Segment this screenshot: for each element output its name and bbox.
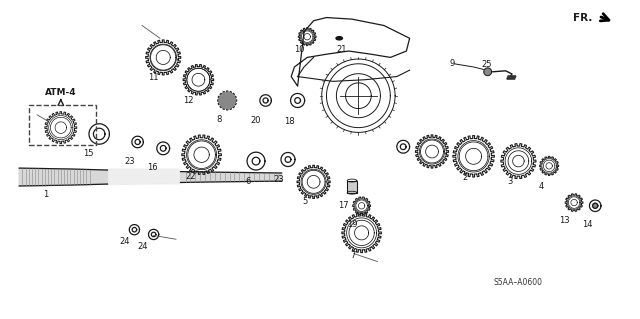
Polygon shape — [484, 68, 492, 76]
Text: 21: 21 — [337, 45, 347, 54]
Text: 13: 13 — [559, 216, 570, 225]
Polygon shape — [593, 203, 598, 208]
Text: 23: 23 — [124, 157, 134, 166]
Text: 24: 24 — [138, 242, 148, 251]
Text: 11: 11 — [148, 73, 159, 82]
Circle shape — [336, 37, 342, 40]
Text: 6: 6 — [246, 177, 251, 186]
Text: 19: 19 — [347, 220, 357, 229]
Text: 7: 7 — [351, 251, 356, 260]
Text: 16: 16 — [147, 163, 157, 172]
Text: 12: 12 — [184, 96, 194, 105]
Text: ATM-4: ATM-4 — [45, 88, 77, 97]
Text: 1: 1 — [44, 190, 49, 199]
Text: 10: 10 — [294, 45, 304, 54]
Text: 8: 8 — [216, 115, 221, 124]
Text: FR.: FR. — [573, 12, 592, 23]
Text: 25: 25 — [481, 60, 492, 69]
Text: 5: 5 — [302, 197, 307, 206]
Text: 15: 15 — [83, 149, 93, 158]
Polygon shape — [219, 93, 236, 108]
Text: 4: 4 — [538, 182, 543, 191]
Polygon shape — [19, 168, 282, 186]
Text: 9: 9 — [449, 59, 454, 68]
Text: 23: 23 — [273, 175, 284, 184]
Text: 20: 20 — [251, 116, 261, 125]
Polygon shape — [109, 169, 179, 184]
Text: 2: 2 — [462, 173, 467, 182]
Text: 14: 14 — [582, 220, 593, 229]
Text: 22: 22 — [186, 172, 196, 181]
Text: 17: 17 — [338, 201, 348, 210]
Text: 18: 18 — [284, 117, 294, 126]
Text: 3: 3 — [508, 177, 513, 186]
Polygon shape — [507, 76, 516, 79]
FancyBboxPatch shape — [348, 181, 356, 193]
Text: S5AA–A0600: S5AA–A0600 — [494, 278, 543, 287]
Text: 24: 24 — [119, 237, 129, 246]
